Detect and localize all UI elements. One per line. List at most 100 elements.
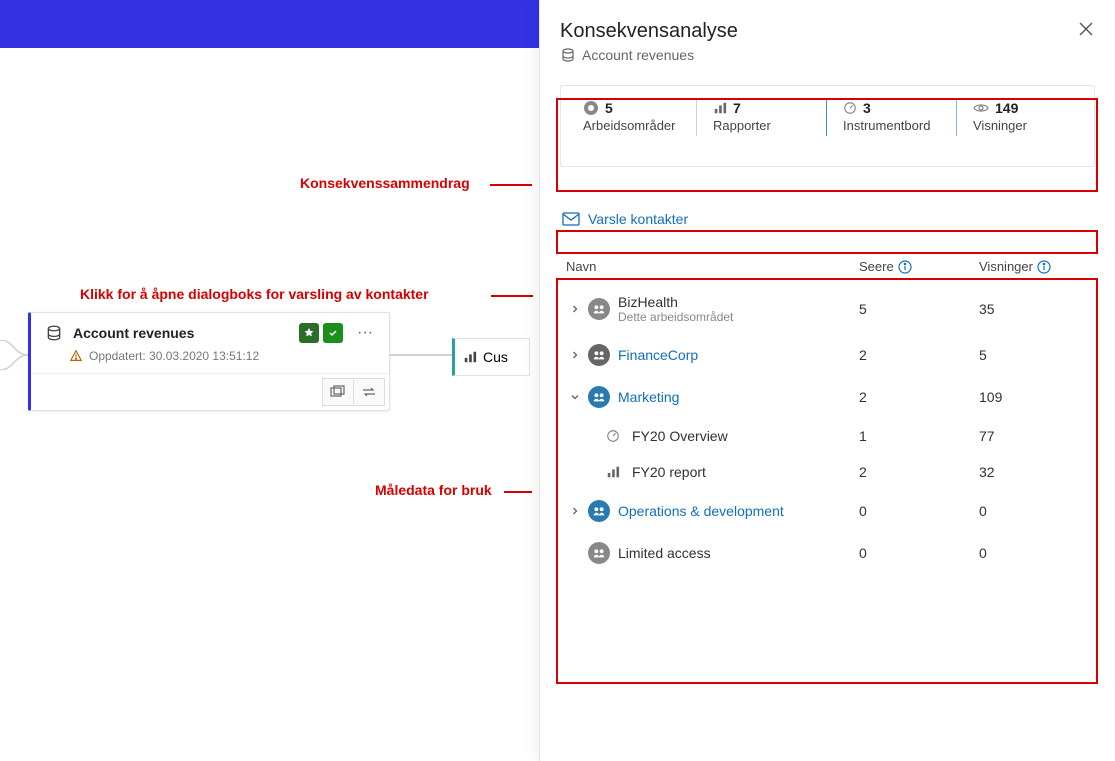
dataset-icon	[45, 324, 63, 342]
dataset-icon	[560, 47, 576, 63]
row-name[interactable]: FinanceCorp	[618, 347, 859, 363]
callout-usage-label: Måledata for bruk	[375, 482, 492, 498]
row-seers: 5	[859, 301, 979, 317]
row-seers: 2	[859, 389, 979, 405]
endorsement-badge	[299, 323, 319, 343]
row-name: FY20 Overview	[632, 428, 859, 444]
report-icon	[604, 465, 622, 479]
certified-badge	[323, 323, 343, 343]
chevron-right-icon[interactable]	[566, 505, 584, 517]
row-views: 0	[979, 545, 1089, 561]
swap-button[interactable]	[353, 378, 385, 406]
table-row[interactable]: Operations & development 00	[560, 490, 1095, 532]
dataset-updated-text: Oppdatert: 30.03.2020 13:51:12	[89, 349, 259, 363]
row-name: BizHealth	[618, 294, 859, 310]
dataset-updated: Oppdatert: 30.03.2020 13:51:12	[31, 347, 389, 373]
dataset-card[interactable]: Account revenues ··· Oppdatert: 30.03.20…	[28, 312, 390, 411]
chevron-down-icon[interactable]	[566, 391, 584, 403]
row-name-block: FY20 Overview	[632, 428, 859, 444]
swap-icon	[361, 385, 377, 399]
summary-views-value: 149	[995, 100, 1018, 116]
report-stub-card[interactable]: Cus	[452, 338, 530, 376]
close-button[interactable]	[1079, 22, 1093, 41]
summary-workspaces: 5 Arbeidsområder	[579, 100, 686, 136]
info-icon[interactable]	[898, 260, 912, 274]
summary-views-label: Visninger	[973, 118, 1076, 133]
chevron-right-icon[interactable]	[566, 303, 584, 315]
notify-contacts-link[interactable]: Varsle kontakter	[560, 207, 1095, 231]
table-subrow: FY20 Overview 177	[560, 418, 1095, 454]
row-name[interactable]: Marketing	[618, 389, 859, 405]
table-header: Navn Seere Visninger	[560, 259, 1095, 284]
table-body: BizHealth Dette arbeidsområdet 535 Finan…	[560, 284, 1095, 574]
workspace-icon	[588, 500, 610, 522]
table-row[interactable]: BizHealth Dette arbeidsområdet 535	[560, 284, 1095, 334]
row-name-block: Marketing	[618, 389, 859, 405]
row-name-block: FinanceCorp	[618, 347, 859, 363]
impact-panel: Konsekvensanalyse Account revenues 5 Arb…	[539, 0, 1115, 761]
summary-dashboards-label: Instrumentbord	[843, 118, 946, 133]
cards-icon	[330, 385, 346, 399]
row-seers: 0	[859, 503, 979, 519]
workspace-icon	[588, 542, 610, 564]
summary-box: 5 Arbeidsområder 7 Rapporter 3 Instrumen…	[560, 85, 1095, 167]
row-seers: 2	[859, 347, 979, 363]
dashboard-icon	[843, 101, 857, 115]
summary-sep-1	[696, 100, 697, 136]
workspace-icon	[588, 344, 610, 366]
table-row[interactable]: FinanceCorp 25	[560, 334, 1095, 376]
summary-reports-label: Rapporter	[713, 118, 816, 133]
table-subrow: FY20 report 232	[560, 454, 1095, 490]
col-views-label: Visninger	[979, 259, 1033, 274]
report-icon	[463, 350, 477, 364]
mail-icon	[562, 212, 580, 226]
row-views: 77	[979, 428, 1089, 444]
summary-sep-3	[956, 100, 957, 136]
col-views-header: Visninger	[979, 259, 1089, 274]
dataset-more-button[interactable]: ···	[353, 324, 377, 342]
callout-summary-line	[490, 184, 532, 186]
workspace-icon	[588, 386, 610, 408]
report-icon	[713, 101, 727, 115]
row-subtitle: Dette arbeidsområdet	[618, 310, 859, 324]
summary-views: 149 Visninger	[959, 100, 1076, 136]
eye-icon	[973, 101, 989, 115]
summary-workspaces-value: 5	[605, 100, 613, 116]
summary-dashboards: 3 Instrumentbord	[829, 100, 946, 136]
panel-subtitle: Account revenues	[560, 47, 1095, 63]
col-seers-header: Seere	[859, 259, 979, 274]
related-button[interactable]	[322, 378, 354, 406]
col-name-header: Navn	[566, 259, 859, 274]
report-stub-label: Cus	[483, 349, 508, 365]
row-name-block: Limited access	[618, 545, 859, 561]
row-name-block: BizHealth Dette arbeidsområdet	[618, 294, 859, 324]
callout-usage-line	[504, 491, 532, 493]
col-seers-label: Seere	[859, 259, 894, 274]
row-views: 32	[979, 464, 1089, 480]
warning-icon	[69, 349, 83, 363]
row-name: FY20 report	[632, 464, 859, 480]
panel-subtitle-text: Account revenues	[582, 47, 694, 63]
callout-notify-line	[491, 295, 533, 297]
row-seers: 0	[859, 545, 979, 561]
summary-sep-2	[826, 100, 827, 136]
row-views: 35	[979, 301, 1089, 317]
row-seers: 1	[859, 428, 979, 444]
workspace-icon	[583, 100, 599, 116]
close-icon	[1079, 22, 1093, 36]
row-name-block: FY20 report	[632, 464, 859, 480]
chevron-right-icon[interactable]	[566, 349, 584, 361]
callout-summary-label: Konsekvenssammendrag	[300, 175, 470, 191]
row-name[interactable]: Operations & development	[618, 503, 859, 519]
usage-table: Navn Seere Visninger BizHealth Dette arb…	[560, 259, 1095, 574]
workspace-icon	[588, 298, 610, 320]
table-row: Limited access 00	[560, 532, 1095, 574]
info-icon[interactable]	[1037, 260, 1051, 274]
row-views: 0	[979, 503, 1089, 519]
dataset-title: Account revenues	[73, 325, 289, 341]
table-row[interactable]: Marketing 2109	[560, 376, 1095, 418]
dataset-card-header: Account revenues ···	[31, 313, 389, 347]
connector-mid	[390, 354, 452, 356]
panel-title: Konsekvensanalyse	[560, 20, 1095, 43]
dashboard-icon	[604, 429, 622, 443]
